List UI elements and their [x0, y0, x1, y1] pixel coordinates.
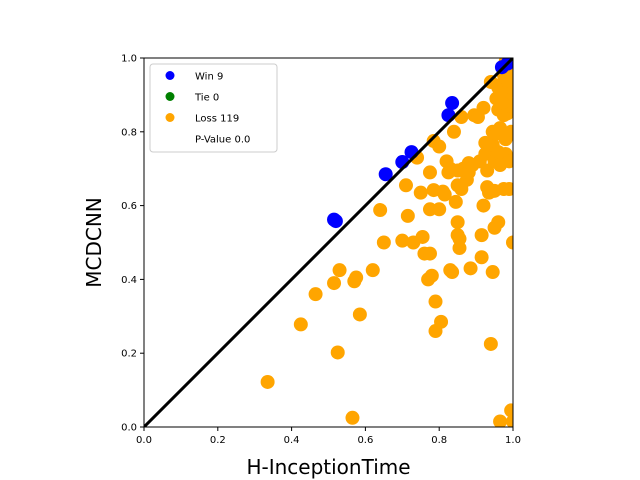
point-loss-15	[400, 208, 415, 223]
legend: Win 9 Tie 0 Loss 119 P-Value 0.0	[149, 63, 278, 153]
plot-frame	[143, 57, 514, 428]
point-loss-39	[445, 265, 460, 280]
point-win-5	[441, 108, 456, 123]
point-loss-5	[332, 263, 347, 278]
point-loss-48	[454, 110, 469, 125]
point-loss-73	[485, 265, 500, 280]
point-loss-3	[327, 276, 342, 291]
point-loss-40	[446, 124, 461, 139]
y-axis-title: MCDCNN	[82, 197, 106, 288]
point-loss-28	[428, 294, 443, 309]
y-axis-ticks: 0.0 0.2 0.4 0.6 0.8 1.0	[121, 54, 144, 434]
point-loss-14	[398, 178, 413, 193]
y-tick-label-5: 1.0	[121, 54, 137, 65]
point-loss-23	[422, 165, 437, 180]
point-loss-10	[365, 263, 380, 278]
point-loss-61	[474, 250, 489, 265]
legend-marker-1	[165, 92, 175, 101]
point-loss-83	[493, 414, 508, 427]
x-tick-label-2: 0.4	[284, 435, 300, 446]
x-tick-label-0: 0.0	[136, 435, 152, 446]
point-loss-115	[500, 73, 513, 88]
point-loss-102	[504, 403, 513, 418]
y-tick-label-0: 0.0	[121, 423, 137, 434]
point-loss-70	[483, 336, 498, 351]
point-loss-19	[415, 229, 430, 244]
point-loss-6	[345, 410, 360, 425]
x-tick-label-3: 0.6	[357, 435, 373, 446]
point-loss-104	[506, 235, 513, 250]
y-tick-label-2: 0.4	[121, 275, 137, 286]
legend-label-0: Win 9	[195, 72, 223, 83]
legend-marker-2	[165, 113, 175, 122]
x-tick-label-1: 0.2	[210, 435, 226, 446]
x-tick-label-4: 0.8	[431, 435, 447, 446]
point-loss-55	[463, 261, 478, 276]
point-loss-9	[352, 307, 367, 322]
point-loss-105	[506, 414, 513, 427]
point-loss-43	[450, 215, 465, 230]
x-axis-title: H-InceptionTime	[246, 455, 410, 479]
point-loss-8	[349, 270, 364, 285]
point-loss-18	[413, 185, 428, 200]
point-win-1	[328, 214, 343, 229]
diagonal-line	[144, 58, 513, 427]
point-loss-22	[422, 246, 437, 261]
point-loss-117	[493, 86, 508, 101]
point-loss-62	[476, 100, 491, 115]
point-loss-99	[502, 181, 513, 196]
point-loss-34	[437, 187, 452, 202]
point-loss-82	[493, 121, 508, 136]
point-loss-12	[376, 235, 391, 250]
legend-label-3: P-Value 0.0	[195, 135, 250, 146]
point-loss-1	[293, 317, 308, 332]
point-loss-30	[432, 139, 447, 154]
point-loss-31	[432, 202, 447, 217]
point-win-4	[404, 145, 419, 160]
point-loss-32	[434, 314, 449, 329]
point-loss-107	[493, 158, 508, 173]
legend-frame	[149, 63, 278, 153]
point-loss-2	[308, 287, 323, 302]
point-loss-63	[476, 198, 491, 213]
point-loss-60	[474, 228, 489, 243]
point-loss-0	[260, 374, 275, 389]
point-loss-47	[452, 241, 467, 256]
points-layer	[260, 58, 513, 427]
point-win-6	[445, 96, 460, 111]
y-tick-label-4: 0.8	[121, 127, 137, 138]
x-axis-ticks: 0.0 0.2 0.4 0.6 0.8 1.0	[136, 427, 521, 446]
point-loss-25	[424, 268, 439, 283]
x-tick-label-5: 1.0	[505, 435, 521, 446]
legend-label-1: Tie 0	[194, 93, 219, 104]
point-win-2	[378, 167, 393, 182]
legend-marker-0	[165, 71, 175, 80]
point-loss-41	[448, 194, 463, 209]
legend-label-2: Loss 119	[195, 114, 239, 125]
point-loss-81	[491, 215, 506, 230]
point-loss-4	[330, 345, 345, 360]
y-tick-label-3: 0.6	[121, 201, 137, 212]
point-loss-101	[504, 124, 513, 139]
point-loss-11	[373, 203, 388, 218]
point-loss-13	[395, 233, 410, 248]
y-tick-label-1: 0.2	[121, 349, 137, 360]
